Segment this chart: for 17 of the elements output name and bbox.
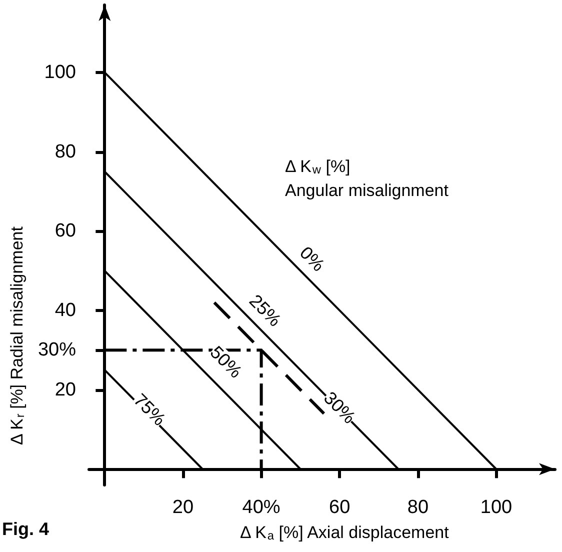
y-tick-label: 60 [54, 220, 76, 242]
annotation: 0% [296, 242, 328, 276]
x-axis-title: Δ Ka [%] Axial displacement [240, 523, 450, 542]
y-tick-label: 80 [54, 141, 76, 162]
y-tick-label: 40 [54, 300, 76, 321]
y-tick-label: 100 [44, 62, 76, 83]
x-tick-label: 100 [480, 497, 512, 518]
x-tick-label: 20 [172, 497, 194, 518]
caption: Fig. 4 [2, 519, 50, 539]
y-tick-label: 20 [54, 379, 76, 400]
x-tick-label: 40% [242, 497, 280, 518]
y-tick-label: 30% [38, 340, 76, 361]
annotation: Angular misalignment [285, 181, 449, 200]
x-tick-label: 60 [329, 497, 350, 518]
x-tick-label: 80 [407, 497, 429, 518]
annotation: Δ Kw [%] [285, 157, 350, 176]
y-axis-title: Δ Kr [%] Radial misalignment [7, 226, 27, 445]
